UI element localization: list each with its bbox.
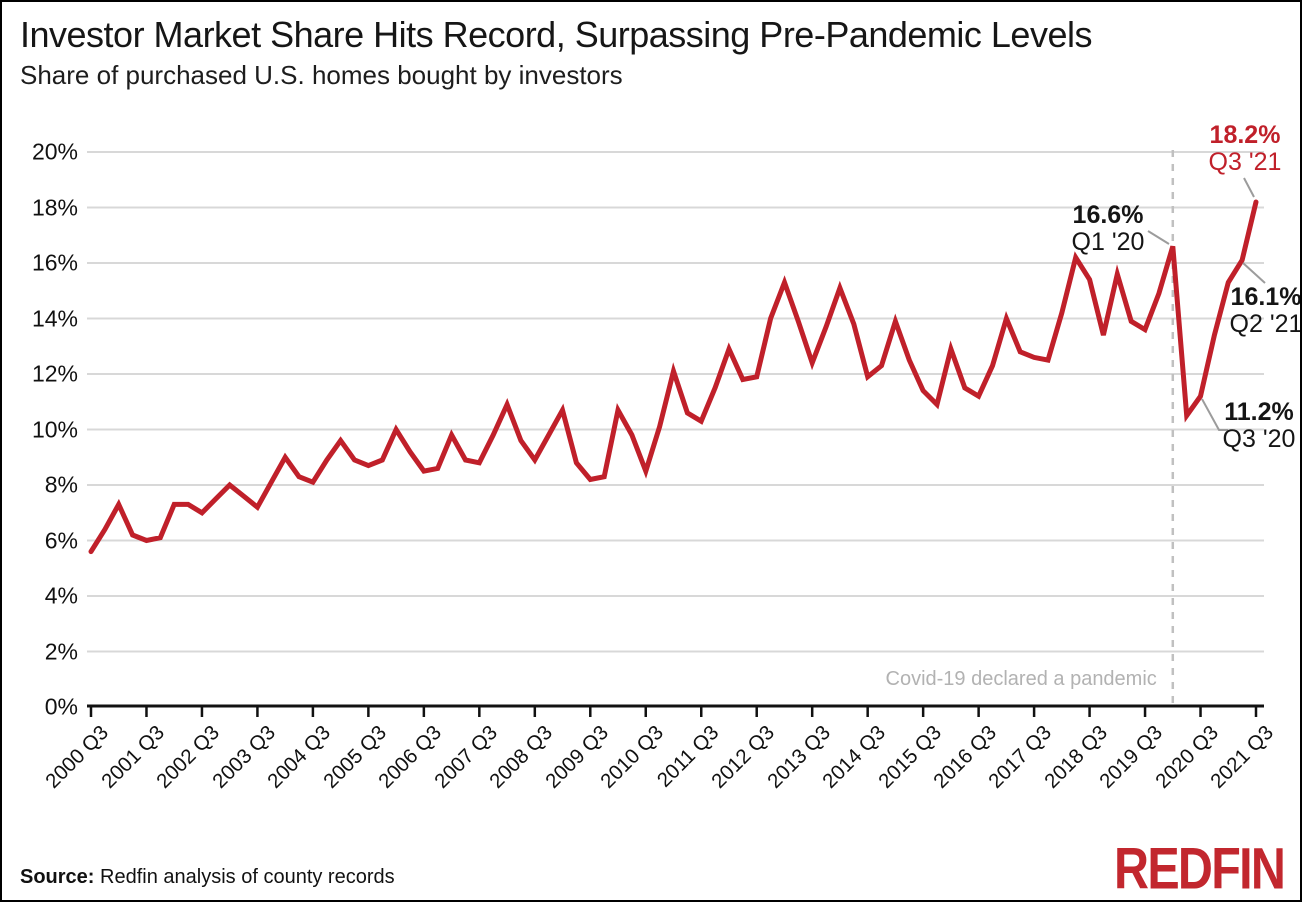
redfin-logo: REDFIN — [1113, 836, 1286, 902]
pandemic-event-label: Covid-19 declared a pandemic — [885, 668, 1157, 690]
source-text: Redfin analysis of county records — [94, 866, 395, 888]
annotation-leader-line — [1201, 398, 1228, 431]
y-tick-label: 6% — [44, 527, 78, 553]
y-tick-label: 4% — [44, 582, 78, 609]
annotation-quarter: Q2 '21 — [1229, 310, 1302, 338]
annotation-leader-line — [1243, 177, 1255, 198]
annotation-q3-2020: 11.2% Q3 '20 — [1214, 398, 1300, 453]
chart-subtitle: Share of purchased U.S. homes bought by … — [20, 60, 623, 90]
annotation-quarter: Q3 '21 — [1208, 148, 1282, 176]
annotation-q3-2021: 18.2% Q3 '21 — [1200, 122, 1290, 176]
trend-line — [88, 199, 1259, 555]
annotation-value: 18.2% — [1209, 121, 1281, 149]
annotation-q2-2021: 16.1% Q2 '21 — [1221, 283, 1302, 338]
annotation-value: 16.1% — [1230, 283, 1302, 311]
y-tick-label: 20% — [31, 138, 78, 165]
annotation-quarter: Q3 '20 — [1222, 425, 1296, 453]
chart-title: Investor Market Share Hits Record, Surpa… — [20, 14, 1092, 55]
annotation-leader-line — [1147, 230, 1170, 245]
annotation-leader-line — [1242, 262, 1266, 284]
annotation-quarter: Q1 '20 — [1071, 228, 1145, 256]
annotation-value: 16.6% — [1072, 201, 1144, 229]
y-tick-label: 0% — [44, 693, 78, 720]
y-tick-label: 18% — [31, 194, 78, 220]
y-tick-label: 14% — [31, 305, 78, 331]
y-tick-label: 10% — [31, 416, 78, 442]
source-note: Source: Redfin analysis of county record… — [20, 866, 395, 889]
source-label: Source: — [20, 866, 95, 888]
y-tick-label: 8% — [44, 471, 78, 498]
y-tick-label: 16% — [31, 249, 78, 276]
annotation-q1-2020: 16.6% Q1 '20 — [1063, 202, 1153, 256]
y-tick-label: 2% — [44, 638, 78, 664]
annotation-value: 11.2% — [1224, 398, 1294, 426]
y-tick-label: 12% — [31, 360, 78, 387]
